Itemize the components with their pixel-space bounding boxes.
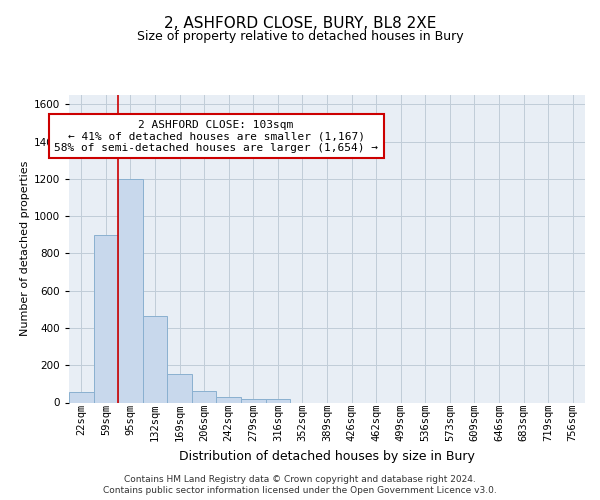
Text: 2, ASHFORD CLOSE, BURY, BL8 2XE: 2, ASHFORD CLOSE, BURY, BL8 2XE bbox=[164, 16, 436, 31]
Text: Contains public sector information licensed under the Open Government Licence v3: Contains public sector information licen… bbox=[103, 486, 497, 495]
Bar bbox=[69, 392, 94, 402]
Text: Size of property relative to detached houses in Bury: Size of property relative to detached ho… bbox=[137, 30, 463, 43]
Bar bbox=[217, 397, 241, 402]
Bar bbox=[143, 316, 167, 402]
Bar bbox=[94, 235, 118, 402]
Bar bbox=[118, 179, 143, 402]
Bar bbox=[241, 399, 266, 402]
Bar bbox=[167, 374, 192, 402]
Text: Contains HM Land Registry data © Crown copyright and database right 2024.: Contains HM Land Registry data © Crown c… bbox=[124, 475, 476, 484]
Bar bbox=[266, 399, 290, 402]
Text: 2 ASHFORD CLOSE: 103sqm
← 41% of detached houses are smaller (1,167)
58% of semi: 2 ASHFORD CLOSE: 103sqm ← 41% of detache… bbox=[54, 120, 378, 153]
Bar bbox=[192, 392, 217, 402]
X-axis label: Distribution of detached houses by size in Bury: Distribution of detached houses by size … bbox=[179, 450, 475, 462]
Y-axis label: Number of detached properties: Number of detached properties bbox=[20, 161, 29, 336]
